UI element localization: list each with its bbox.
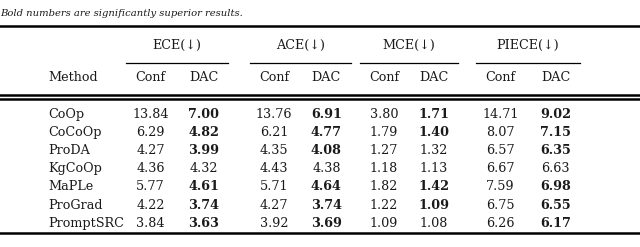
Text: 4.27: 4.27 xyxy=(136,144,164,157)
Text: 6.17: 6.17 xyxy=(540,217,571,229)
Text: 3.80: 3.80 xyxy=(370,108,398,121)
Text: 6.35: 6.35 xyxy=(540,144,571,157)
Text: Method: Method xyxy=(48,71,98,84)
Text: 4.82: 4.82 xyxy=(188,126,219,139)
Text: 4.27: 4.27 xyxy=(260,199,288,211)
Text: 6.75: 6.75 xyxy=(486,199,515,211)
Text: 1.22: 1.22 xyxy=(370,199,398,211)
Text: Conf: Conf xyxy=(369,71,399,84)
Text: CoCoOp: CoCoOp xyxy=(48,126,102,139)
Text: 1.09: 1.09 xyxy=(370,217,398,229)
Text: DAC: DAC xyxy=(312,71,341,84)
Text: 7.59: 7.59 xyxy=(486,181,515,193)
Text: 1.82: 1.82 xyxy=(370,181,398,193)
Text: 3.99: 3.99 xyxy=(188,144,219,157)
Text: 1.40: 1.40 xyxy=(419,126,449,139)
Text: 4.77: 4.77 xyxy=(311,126,342,139)
Text: 6.63: 6.63 xyxy=(541,163,570,175)
Text: 4.61: 4.61 xyxy=(188,181,219,193)
Text: 6.21: 6.21 xyxy=(260,126,288,139)
Text: 6.26: 6.26 xyxy=(486,217,515,229)
Text: 4.64: 4.64 xyxy=(311,181,342,193)
Text: 4.35: 4.35 xyxy=(260,144,288,157)
Text: DAC: DAC xyxy=(189,71,218,84)
Text: DAC: DAC xyxy=(541,71,570,84)
Text: Conf: Conf xyxy=(135,71,166,84)
Text: 1.18: 1.18 xyxy=(370,163,398,175)
Text: 3.69: 3.69 xyxy=(311,217,342,229)
Text: 3.74: 3.74 xyxy=(188,199,219,211)
Text: 6.55: 6.55 xyxy=(540,199,571,211)
Text: 3.63: 3.63 xyxy=(188,217,219,229)
Text: 1.27: 1.27 xyxy=(370,144,398,157)
Text: 4.36: 4.36 xyxy=(136,163,164,175)
Text: KgCoOp: KgCoOp xyxy=(48,163,102,175)
Text: 1.79: 1.79 xyxy=(370,126,398,139)
Text: 7.00: 7.00 xyxy=(188,108,219,121)
Text: 3.84: 3.84 xyxy=(136,217,164,229)
Text: 3.92: 3.92 xyxy=(260,217,288,229)
Text: ECE(↓): ECE(↓) xyxy=(152,39,202,52)
Text: 1.08: 1.08 xyxy=(420,217,448,229)
Text: 1.13: 1.13 xyxy=(420,163,448,175)
Text: 7.15: 7.15 xyxy=(540,126,571,139)
Text: Conf: Conf xyxy=(485,71,516,84)
Text: CoOp: CoOp xyxy=(48,108,84,121)
Text: 1.42: 1.42 xyxy=(419,181,449,193)
Text: 6.91: 6.91 xyxy=(311,108,342,121)
Text: 3.74: 3.74 xyxy=(311,199,342,211)
Text: 4.22: 4.22 xyxy=(136,199,164,211)
Text: 6.67: 6.67 xyxy=(486,163,515,175)
Text: ProDA: ProDA xyxy=(48,144,90,157)
Text: 5.77: 5.77 xyxy=(136,181,164,193)
Text: 8.07: 8.07 xyxy=(486,126,515,139)
Text: 1.32: 1.32 xyxy=(420,144,448,157)
Text: 1.09: 1.09 xyxy=(419,199,449,211)
Text: 5.71: 5.71 xyxy=(260,181,288,193)
Text: MCE(↓): MCE(↓) xyxy=(383,39,435,52)
Text: PromptSRC: PromptSRC xyxy=(48,217,124,229)
Text: Conf: Conf xyxy=(259,71,289,84)
Text: 9.02: 9.02 xyxy=(540,108,571,121)
Text: Bold numbers are significantly superior results.: Bold numbers are significantly superior … xyxy=(0,9,243,18)
Text: ProGrad: ProGrad xyxy=(48,199,102,211)
Text: 6.57: 6.57 xyxy=(486,144,515,157)
Text: MaPLe: MaPLe xyxy=(48,181,93,193)
Text: 1.71: 1.71 xyxy=(419,108,449,121)
Text: ACE(↓): ACE(↓) xyxy=(276,39,324,52)
Text: 4.43: 4.43 xyxy=(260,163,288,175)
Text: 4.32: 4.32 xyxy=(189,163,218,175)
Text: 4.08: 4.08 xyxy=(311,144,342,157)
Text: DAC: DAC xyxy=(419,71,449,84)
Text: 14.71: 14.71 xyxy=(483,108,518,121)
Text: PIECE(↓): PIECE(↓) xyxy=(497,39,559,52)
Text: 13.76: 13.76 xyxy=(255,108,292,121)
Text: 6.29: 6.29 xyxy=(136,126,164,139)
Text: 13.84: 13.84 xyxy=(132,108,169,121)
Text: 6.98: 6.98 xyxy=(540,181,571,193)
Text: 4.38: 4.38 xyxy=(312,163,340,175)
